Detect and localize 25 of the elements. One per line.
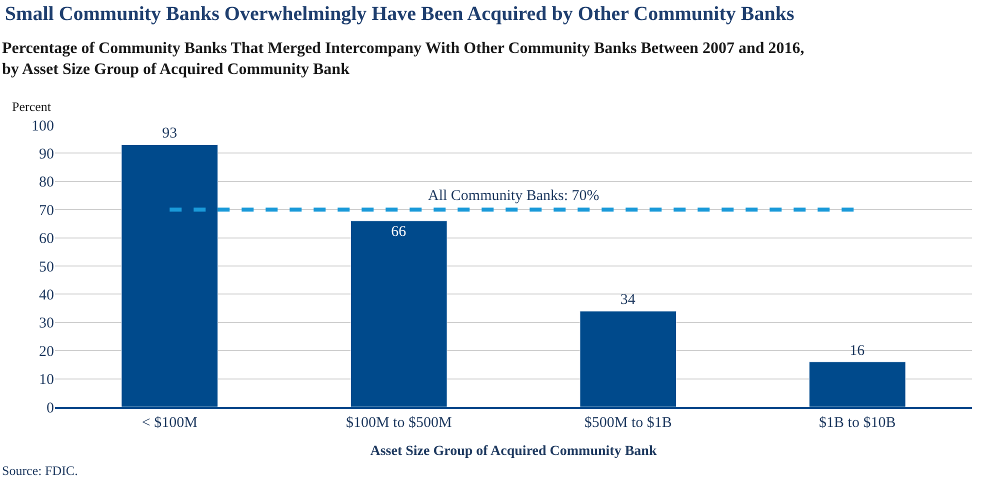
y-tick-label: 50 [39, 259, 54, 276]
y-tick-label: 10 [39, 372, 54, 388]
data-label: 34 [620, 292, 636, 308]
y-tick-label: 30 [39, 316, 54, 332]
x-tick-label: $1B to $10B [819, 415, 896, 431]
data-label: 93 [162, 126, 178, 142]
x-axis-title: Asset Size Group of Acquired Community Bank [370, 444, 657, 459]
y-tick-label: 100 [32, 118, 54, 134]
y-tick-label: 70 [39, 202, 54, 219]
source-note: Source: FDIC. [2, 463, 78, 478]
y-tick-label: 20 [39, 344, 54, 360]
y-tick-label: 80 [39, 174, 54, 191]
ref-line-label: All Community Banks: 70% [428, 188, 600, 204]
y-tick-label: 90 [39, 146, 54, 162]
data-label: 66 [391, 224, 407, 240]
x-tick-label: < $100M [142, 415, 198, 431]
chart-title: Small Community Banks Overwhelmingly Have Been Acquired by Other Community Banks [4, 3, 794, 25]
x-tick-label: $100M to $500M [346, 415, 452, 431]
chart-subtitle: Percentage of Community Banks That Merged Intercompany With Other Community Banks Between 2007 and 2016, by Asset Size Group of Acquired Community Bank [2, 40, 804, 78]
x-tick-label: $500M to $1B [584, 415, 672, 431]
y-tick-label: 60 [39, 231, 54, 248]
data-label: 16 [850, 342, 866, 359]
y-axis-title: Percent [12, 99, 52, 114]
y-tick-label: 0 [46, 400, 54, 416]
y-tick-label: 40 [39, 287, 54, 304]
